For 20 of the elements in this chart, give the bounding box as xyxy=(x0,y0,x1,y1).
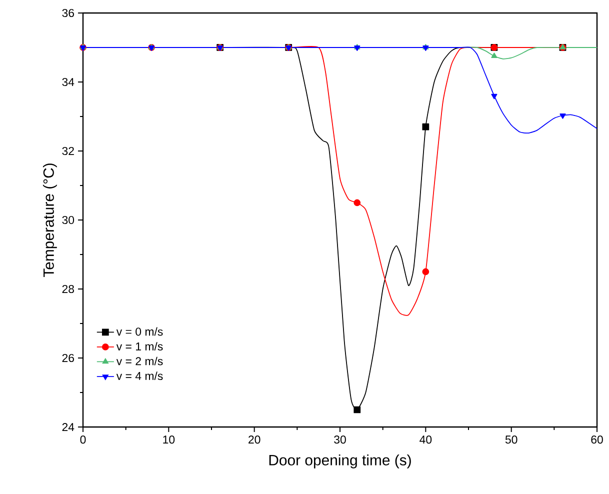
x-tick-label: 0 xyxy=(80,436,86,444)
y-tick-label: 28 xyxy=(62,284,74,294)
y-tick-label: 24 xyxy=(62,423,74,431)
y-tick-label: 26 xyxy=(62,354,74,362)
legend-label: v = 1 m/s xyxy=(116,342,163,350)
x-axis-title: Door opening time (s) xyxy=(269,454,411,468)
legend-label: v = 4 m/s xyxy=(116,372,163,380)
y-tick-label: 32 xyxy=(62,146,74,156)
legend-label: v = 2 m/s xyxy=(116,356,163,366)
x-tick-label: 50 xyxy=(505,436,518,444)
x-tick-label: 60 xyxy=(591,436,603,444)
x-tick-label: 20 xyxy=(248,436,260,444)
x-tick-label: 10 xyxy=(163,436,175,444)
legend-label: v = 0 m/s xyxy=(116,327,163,336)
y-axis-title: Temperature (°C) xyxy=(42,164,57,278)
y-tick-label: 36 xyxy=(62,8,74,18)
x-tick-label: 40 xyxy=(420,436,432,444)
y-tick-label: 34 xyxy=(62,78,74,86)
y-tick-label: 30 xyxy=(62,216,74,224)
x-tick-label: 30 xyxy=(334,436,346,444)
